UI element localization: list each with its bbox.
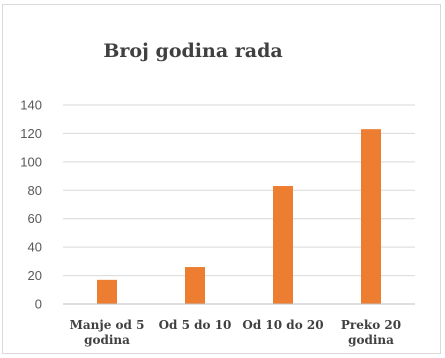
bar xyxy=(185,267,205,304)
x-tick-label: Manje od 5 xyxy=(70,318,145,332)
y-tick-label: 40 xyxy=(28,240,42,255)
x-tick-label: godina xyxy=(84,333,130,347)
bar xyxy=(361,129,381,304)
y-axis-ticks: 0 20 40 60 80 100 120 140 xyxy=(20,98,42,312)
bar xyxy=(97,279,117,304)
y-tick-label: 80 xyxy=(28,183,42,198)
x-tick-label: godina xyxy=(348,333,394,347)
y-tick-label: 100 xyxy=(20,154,42,169)
y-tick-label: 0 xyxy=(35,297,42,312)
x-tick-label: Preko 20 xyxy=(341,318,401,332)
bar xyxy=(273,186,293,304)
bars xyxy=(97,129,381,304)
x-tick-label: Od 5 do 10 xyxy=(159,318,232,332)
y-tick-label: 140 xyxy=(20,98,42,113)
chart-title: Broj godina rada xyxy=(103,40,282,62)
y-tick-label: 20 xyxy=(28,268,42,283)
y-tick-label: 60 xyxy=(28,211,42,226)
y-tick-label: 120 xyxy=(20,126,42,141)
x-tick-label: Od 10 do 20 xyxy=(242,318,323,332)
gridlines xyxy=(63,104,415,277)
